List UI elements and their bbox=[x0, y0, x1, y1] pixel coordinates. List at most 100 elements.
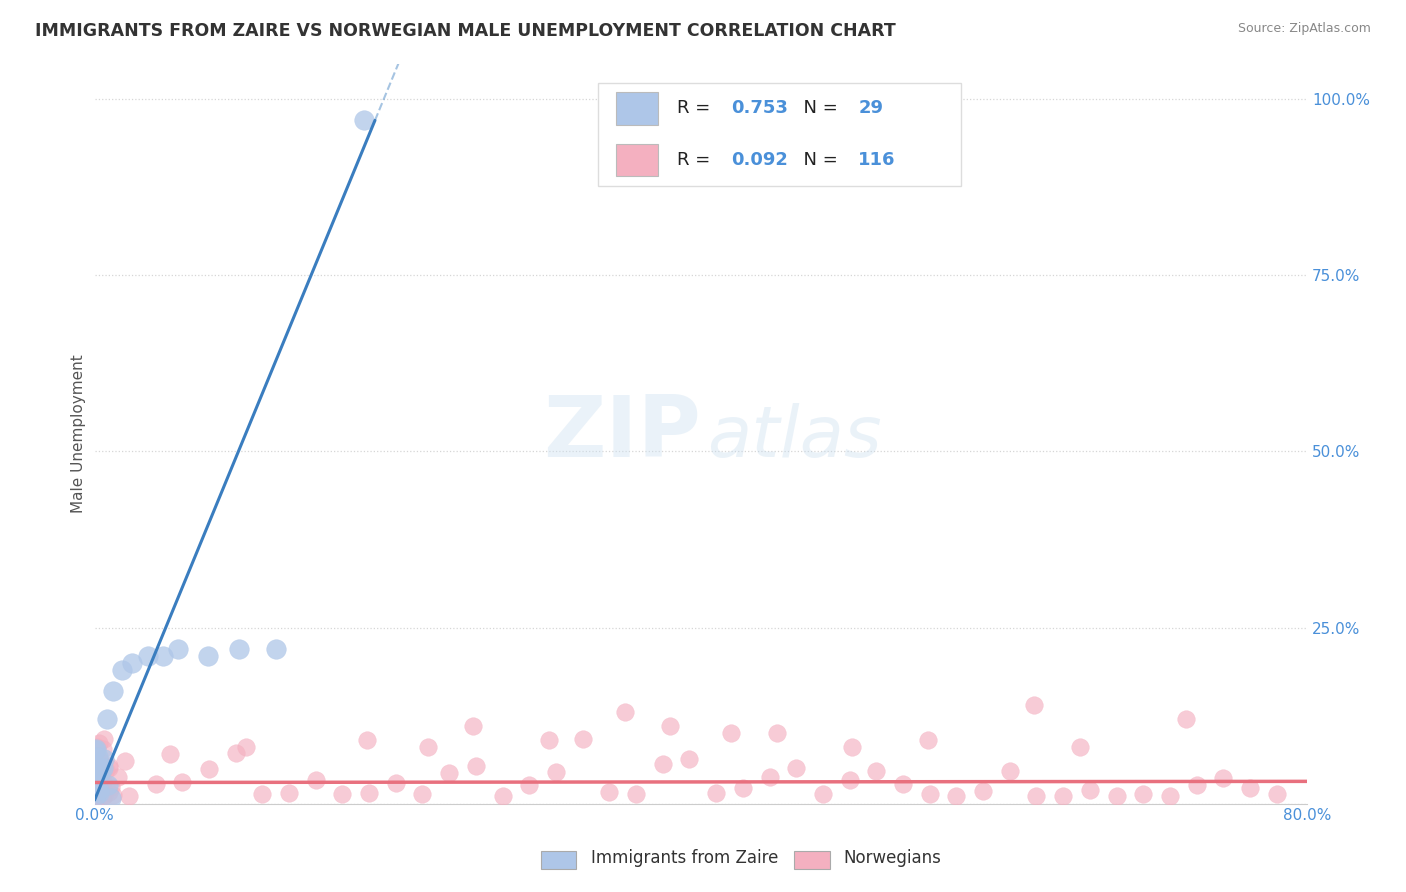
Point bbox=[972, 784, 994, 798]
Point bbox=[544, 764, 567, 779]
Text: ZIP: ZIP bbox=[543, 392, 700, 475]
Point bbox=[1239, 780, 1261, 795]
Point bbox=[86, 771, 108, 785]
Point bbox=[89, 779, 111, 793]
Point bbox=[266, 641, 288, 656]
Point bbox=[385, 776, 408, 790]
Point bbox=[93, 731, 115, 746]
FancyBboxPatch shape bbox=[616, 92, 658, 125]
Point bbox=[411, 787, 433, 801]
Point bbox=[538, 733, 561, 747]
Text: Norwegians: Norwegians bbox=[844, 849, 942, 867]
Point bbox=[87, 763, 110, 777]
Point bbox=[87, 775, 110, 789]
Point bbox=[107, 770, 129, 784]
Point bbox=[651, 757, 673, 772]
Point bbox=[945, 789, 967, 803]
Point bbox=[90, 764, 112, 779]
Point bbox=[252, 788, 274, 802]
Text: IMMIGRANTS FROM ZAIRE VS NORWEGIAN MALE UNEMPLOYMENT CORRELATION CHART: IMMIGRANTS FROM ZAIRE VS NORWEGIAN MALE … bbox=[35, 22, 896, 40]
Point bbox=[353, 113, 375, 128]
Point bbox=[136, 648, 159, 663]
Point bbox=[84, 789, 107, 803]
Text: atlas: atlas bbox=[707, 403, 882, 472]
Point bbox=[87, 781, 110, 796]
Text: 0.092: 0.092 bbox=[731, 152, 787, 169]
Point bbox=[159, 747, 181, 762]
Point bbox=[235, 740, 257, 755]
Point bbox=[278, 785, 301, 799]
Point bbox=[86, 739, 108, 754]
Point bbox=[198, 762, 221, 776]
Point bbox=[998, 764, 1021, 778]
Point bbox=[86, 788, 108, 802]
Point bbox=[197, 648, 219, 663]
Text: R =: R = bbox=[676, 99, 716, 118]
Point bbox=[87, 786, 110, 800]
Text: N =: N = bbox=[792, 152, 844, 169]
Point bbox=[463, 719, 485, 733]
Point bbox=[841, 740, 863, 755]
Point bbox=[89, 766, 111, 780]
Point bbox=[145, 777, 167, 791]
Point bbox=[101, 789, 124, 803]
Point bbox=[1185, 778, 1208, 792]
Point bbox=[87, 771, 110, 785]
Point bbox=[1025, 789, 1047, 803]
Point bbox=[100, 780, 122, 794]
Point bbox=[87, 753, 110, 767]
Point bbox=[86, 790, 108, 805]
Point bbox=[891, 777, 914, 791]
Point bbox=[838, 772, 860, 787]
Point bbox=[720, 726, 742, 740]
Point bbox=[84, 778, 107, 792]
Point bbox=[758, 770, 780, 784]
Point bbox=[918, 787, 941, 801]
Point bbox=[83, 762, 105, 776]
Point bbox=[90, 765, 112, 780]
Point bbox=[811, 787, 834, 801]
Text: R =: R = bbox=[676, 152, 716, 169]
Point bbox=[86, 764, 108, 779]
Point bbox=[167, 641, 190, 656]
Point bbox=[1132, 787, 1154, 801]
Point bbox=[87, 790, 110, 805]
Point bbox=[84, 784, 107, 798]
Point bbox=[1078, 782, 1101, 797]
Point bbox=[86, 763, 108, 777]
Point bbox=[118, 789, 141, 803]
Point bbox=[228, 641, 250, 656]
Point bbox=[84, 790, 107, 805]
Point bbox=[678, 752, 700, 766]
Point bbox=[86, 785, 108, 799]
Point bbox=[865, 764, 887, 778]
Point bbox=[785, 761, 807, 775]
Point bbox=[731, 780, 754, 795]
Point bbox=[305, 772, 328, 787]
Point bbox=[98, 785, 121, 799]
Point bbox=[152, 648, 174, 663]
Point bbox=[84, 743, 107, 757]
Point bbox=[111, 663, 134, 677]
Point bbox=[1105, 789, 1128, 803]
FancyBboxPatch shape bbox=[616, 144, 658, 177]
Text: 116: 116 bbox=[859, 152, 896, 169]
Point bbox=[96, 712, 118, 726]
Point bbox=[598, 784, 620, 798]
Point bbox=[121, 656, 143, 670]
Point bbox=[1212, 771, 1234, 785]
Point bbox=[172, 775, 194, 789]
Point bbox=[1069, 740, 1091, 755]
Point bbox=[84, 781, 107, 796]
Point bbox=[89, 754, 111, 768]
Point bbox=[87, 780, 110, 794]
Point bbox=[114, 755, 136, 769]
Point bbox=[359, 786, 381, 800]
Text: N =: N = bbox=[792, 99, 844, 118]
Point bbox=[93, 789, 115, 804]
Point bbox=[90, 769, 112, 783]
Point bbox=[491, 789, 513, 803]
Point bbox=[614, 705, 637, 719]
Point bbox=[84, 778, 107, 792]
Point bbox=[84, 742, 107, 756]
